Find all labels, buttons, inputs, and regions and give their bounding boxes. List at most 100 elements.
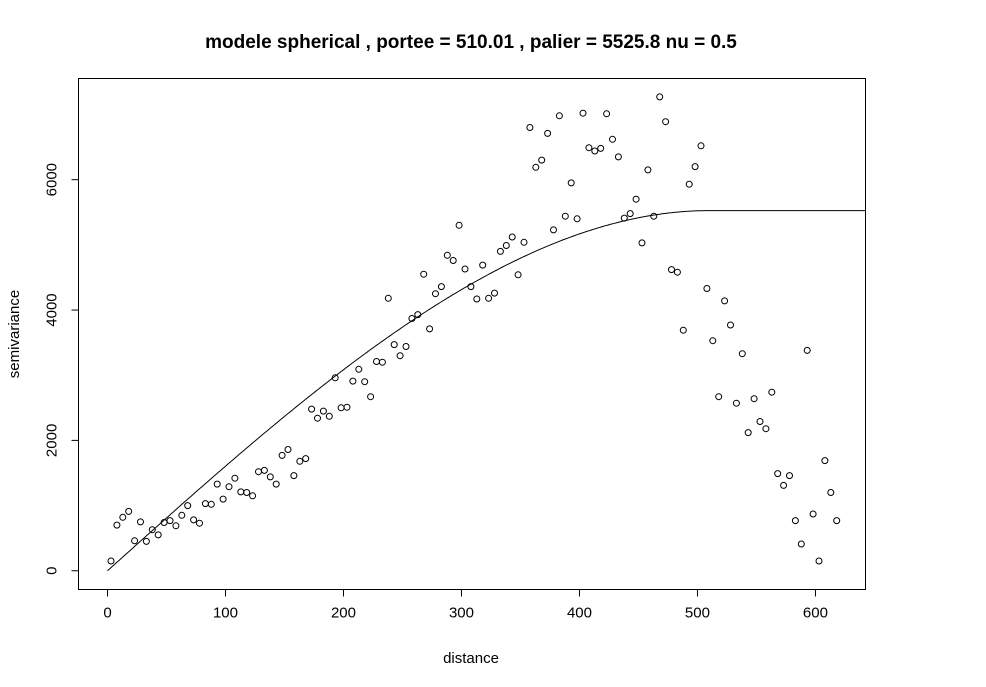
x-tick-label: 0: [103, 605, 111, 622]
data-point: [508, 233, 516, 241]
data-point: [715, 393, 723, 401]
data-point: [302, 455, 310, 463]
data-point: [632, 195, 640, 203]
data-point: [432, 290, 439, 298]
data-point: [673, 268, 681, 276]
data-point: [762, 425, 770, 433]
data-point: [803, 346, 811, 354]
y-axis-label: semivariance: [6, 290, 23, 378]
data-point: [573, 215, 581, 223]
data-point: [449, 257, 457, 264]
data-point: [609, 135, 616, 143]
y-tick-label: 6000: [44, 163, 61, 196]
data-point: [184, 502, 192, 510]
x-axis-label: distance: [443, 650, 499, 667]
data-point: [697, 142, 705, 150]
data-point: [249, 492, 257, 500]
data-point: [579, 109, 587, 117]
data-point: [662, 118, 670, 126]
data-point: [455, 221, 463, 229]
spherical-model-curve: [107, 210, 865, 572]
x-tick-label: 500: [685, 605, 710, 622]
data-point: [325, 412, 333, 420]
data-point: [355, 365, 363, 373]
data-point: [502, 242, 510, 249]
data-point: [644, 166, 652, 174]
data-point: [479, 261, 487, 269]
data-point: [750, 395, 758, 403]
data-point: [402, 343, 410, 350]
data-point: [420, 270, 428, 278]
data-point: [308, 405, 316, 413]
data-point: [390, 341, 398, 349]
data-point: [343, 403, 351, 411]
data-point: [797, 540, 805, 548]
data-point: [815, 557, 823, 565]
data-point: [207, 500, 215, 508]
data-point: [650, 212, 658, 220]
data-point: [219, 495, 227, 503]
data-point: [166, 517, 174, 525]
data-point: [125, 507, 133, 515]
data-point: [231, 474, 239, 482]
data-point: [225, 483, 233, 491]
data-point: [349, 377, 357, 385]
data-point: [278, 451, 286, 459]
data-point: [367, 393, 375, 401]
y-axis: 0 2000 4000 6000: [44, 163, 79, 575]
x-tick-label: 100: [213, 605, 238, 622]
data-point: [396, 352, 404, 360]
data-point: [461, 265, 469, 273]
data-point: [656, 93, 664, 101]
data-point: [113, 521, 121, 529]
data-point: [597, 144, 605, 152]
data-point: [196, 519, 203, 527]
data-point: [603, 110, 611, 118]
data-point: [213, 480, 221, 488]
data-point: [243, 489, 251, 496]
data-point: [538, 156, 546, 164]
data-point: [296, 457, 304, 465]
data-point: [319, 407, 327, 415]
data-point: [260, 466, 268, 474]
y-tick-label: 0: [44, 567, 61, 575]
data-point: [272, 480, 280, 488]
data-point: [426, 325, 434, 333]
x-tick-label: 400: [567, 605, 592, 622]
data-point: [473, 295, 481, 303]
data-point: [190, 516, 198, 524]
data-point: [567, 179, 575, 187]
data-point: [337, 404, 345, 412]
chart-title: modele spherical , portee = 510.01 , pal…: [205, 32, 737, 53]
data-point: [555, 112, 563, 120]
data-point: [668, 266, 675, 274]
data-point: [791, 517, 799, 525]
data-point: [780, 481, 788, 489]
data-point: [378, 358, 386, 366]
y-tick-label: 4000: [44, 293, 61, 326]
data-point: [237, 488, 245, 496]
data-point: [550, 226, 557, 234]
data-point: [774, 470, 782, 478]
data-point: [467, 283, 475, 291]
data-point: [532, 163, 540, 171]
plot-area-frame: [78, 78, 866, 590]
data-point: [703, 285, 711, 292]
data-point: [266, 473, 274, 481]
data-point: [496, 247, 504, 255]
data-point: [809, 510, 817, 518]
data-point: [727, 321, 734, 329]
data-point: [142, 537, 150, 545]
data-point: [526, 124, 534, 131]
data-point: [638, 239, 646, 247]
data-point: [585, 144, 593, 152]
data-point: [833, 517, 841, 525]
data-point: [591, 147, 599, 155]
data-point: [154, 531, 162, 539]
data-point: [614, 153, 622, 161]
data-point: [561, 212, 569, 220]
data-point: [738, 350, 746, 358]
data-point: [284, 446, 292, 453]
data-point: [384, 294, 392, 302]
